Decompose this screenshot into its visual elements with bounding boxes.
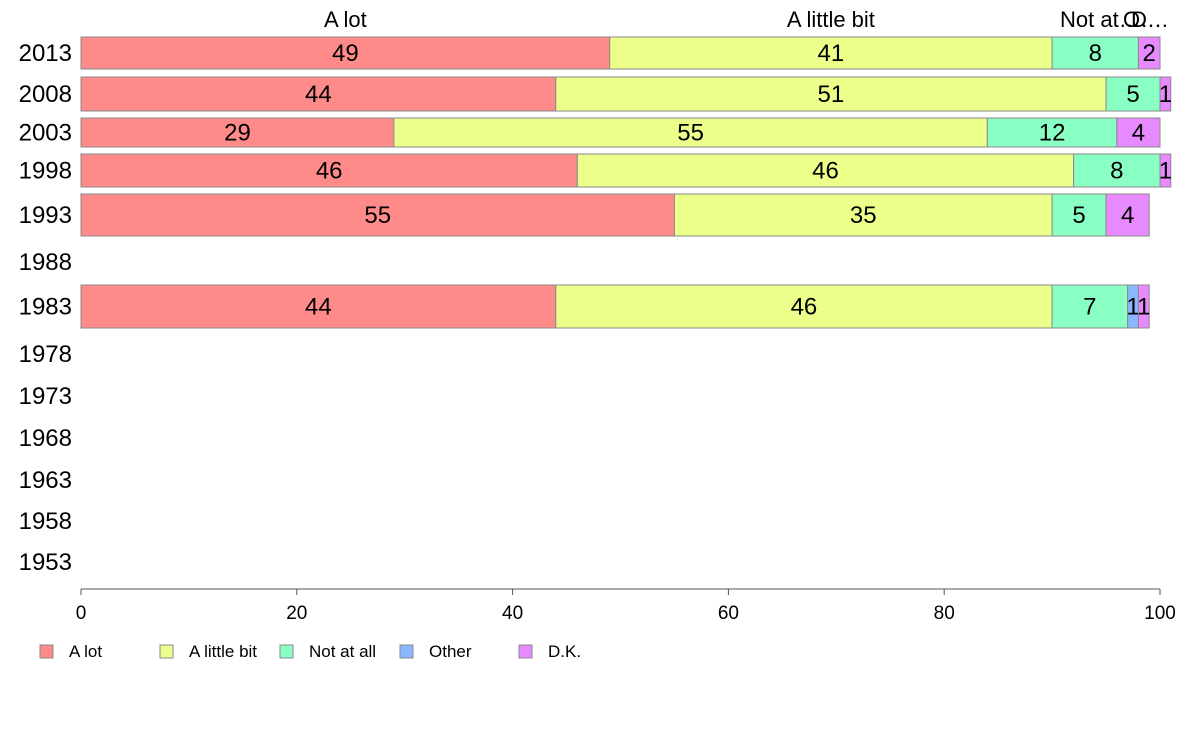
bar-segment: [1116, 117, 1161, 148]
top-category-label: D…: [1131, 7, 1169, 32]
year-label: 1958: [19, 508, 72, 535]
legend-label: A lot: [69, 642, 102, 661]
legend-label: A little bit: [189, 642, 257, 661]
legend-swatch: [39, 644, 54, 659]
x-tick-label: 80: [934, 603, 955, 624]
year-label: 1978: [19, 341, 72, 368]
bar-segment: [555, 76, 1107, 112]
bar-value-label: 46: [316, 158, 343, 185]
bar-value-label: 55: [364, 202, 391, 229]
year-label: 1983: [19, 294, 72, 321]
x-tick-label: 40: [502, 603, 523, 624]
bar-segment: [576, 153, 1075, 188]
bar-value-label: 44: [305, 294, 332, 321]
top-category-label: A little bit: [787, 7, 875, 32]
bar-value-label: 5: [1072, 202, 1085, 229]
legend-swatch: [518, 644, 533, 659]
year-label: 2013: [19, 40, 72, 67]
bar-segment: [555, 284, 1053, 329]
year-label: 1968: [19, 425, 72, 452]
legend-swatch: [159, 644, 174, 659]
bar-segment: [1159, 76, 1172, 112]
top-category-label: Not at…: [1060, 7, 1141, 32]
bar-value-label: 12: [1039, 120, 1066, 147]
bar-value-label: 1: [1159, 158, 1172, 185]
bar-segment: [1159, 153, 1172, 188]
x-tick-label: 60: [718, 603, 739, 624]
bar-value-label: 44: [305, 81, 332, 108]
bar-segment: [80, 284, 557, 329]
bar-value-label: 4: [1132, 120, 1145, 147]
bar-segment: [1105, 193, 1150, 237]
bar-value-label: 2: [1143, 40, 1156, 67]
bar-segment: [80, 117, 395, 148]
bar-segment: [80, 36, 611, 70]
year-label: 2008: [19, 81, 72, 108]
bar-value-label: 4: [1121, 202, 1134, 229]
year-label: 2003: [19, 120, 72, 147]
legend-swatch: [279, 644, 294, 659]
year-label: 1953: [19, 549, 72, 576]
bar-value-label: 29: [224, 120, 251, 147]
bar-value-label: 46: [791, 294, 818, 321]
bar-segment: [1105, 76, 1161, 112]
bar-segment: [393, 117, 988, 148]
bar-value-label: 1: [1159, 81, 1172, 108]
bar-value-label: 5: [1126, 81, 1139, 108]
bar-segment: [1073, 153, 1161, 188]
bar-segment: [986, 117, 1118, 148]
bar-value-label: 1: [1126, 294, 1139, 321]
year-label: 1963: [19, 467, 72, 494]
legend-label: Not at all: [309, 642, 376, 661]
bar-value-label: 51: [818, 81, 845, 108]
bar-value-label: 8: [1089, 40, 1102, 67]
bar-value-label: 49: [332, 40, 359, 67]
year-label: 1993: [19, 202, 72, 229]
legend-swatch: [399, 644, 414, 659]
top-category-label: O…: [1123, 7, 1162, 32]
bar-segment: [80, 76, 557, 112]
legend-label: D.K.: [548, 642, 581, 661]
bar-segment: [1137, 36, 1161, 70]
bar-value-label: 1: [1137, 294, 1150, 321]
bar-value-label: 7: [1083, 294, 1096, 321]
bar-value-label: 55: [677, 120, 704, 147]
legend-label: Other: [429, 642, 472, 661]
bar-segment: [1051, 193, 1107, 237]
year-label: 1973: [19, 383, 72, 410]
bar-value-label: 46: [812, 158, 839, 185]
year-label: 1998: [19, 158, 72, 185]
x-tick-label: 20: [286, 603, 307, 624]
bar-value-label: 8: [1110, 158, 1123, 185]
bar-value-label: 35: [850, 202, 877, 229]
bar-segment: [80, 193, 675, 237]
year-label: 1988: [19, 249, 72, 276]
bar-segment: [673, 193, 1053, 237]
bar-value-label: 41: [818, 40, 845, 67]
x-tick-label: 0: [76, 603, 87, 624]
top-category-label: A lot: [324, 7, 367, 32]
bar-segment: [1137, 284, 1150, 329]
bar-segment: [80, 153, 578, 188]
x-tick-label: 100: [1144, 603, 1176, 624]
